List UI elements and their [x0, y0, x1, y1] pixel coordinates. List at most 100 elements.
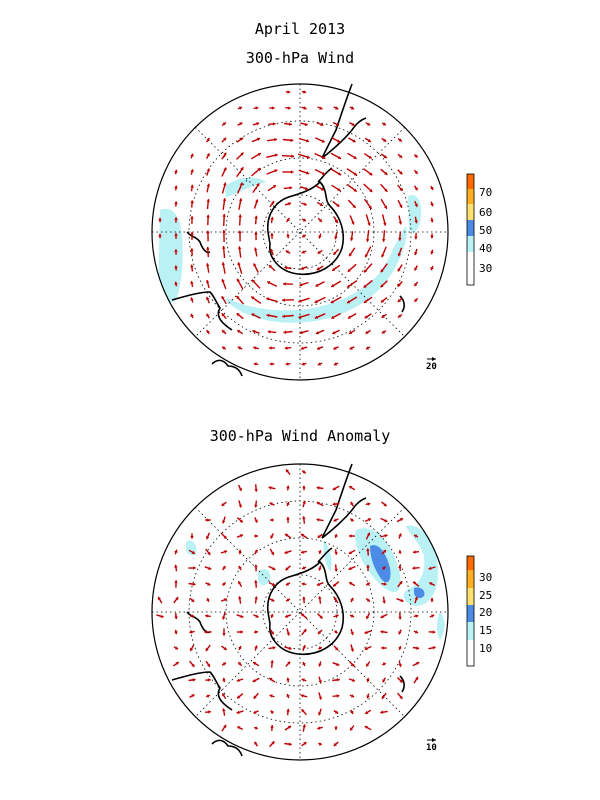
wind-vector-head: [286, 598, 290, 602]
wind-vector-head: [336, 678, 340, 682]
panel-1-colorbar-bin: [467, 220, 474, 236]
wind-vector-head: [193, 566, 196, 570]
wind-vector-head: [238, 214, 242, 218]
wind-vector-head: [380, 269, 384, 273]
panel-1-colorbar-tick: 50: [479, 224, 492, 237]
page-title: April 2013: [254, 20, 346, 38]
wind-vector-head: [174, 233, 178, 236]
wind-vector-head: [257, 153, 261, 157]
wind-vector-head: [383, 205, 387, 209]
wind-vector-head: [319, 202, 323, 206]
wind-vector-head: [287, 106, 291, 110]
wind-vector-head: [254, 489, 258, 492]
wind-vector-head: [350, 597, 354, 601]
wind-vector-head: [205, 263, 210, 267]
wind-vector-head: [397, 283, 401, 287]
panel-1-graticule: [152, 84, 448, 380]
wind-vector-head: [236, 710, 240, 714]
wind-vector-head: [399, 171, 403, 175]
wind-vector-head: [239, 182, 243, 186]
wind-vector-head: [223, 724, 227, 729]
wind-vector-head: [352, 204, 356, 208]
wind-vector-head: [190, 200, 194, 204]
wind-vector-head: [414, 298, 418, 302]
wind-vector-head: [320, 122, 324, 127]
wind-vector-head: [400, 598, 404, 603]
wind-vector-head: [317, 346, 321, 350]
wind-vector-head: [270, 725, 274, 728]
wind-vector-head: [352, 139, 356, 143]
wind-vector-head: [353, 155, 357, 159]
wind-vector-head: [256, 183, 260, 187]
wind-vector-head: [381, 314, 385, 318]
wind-vector-head: [266, 313, 270, 318]
wind-vector-head: [350, 518, 354, 522]
wind-vector-head: [398, 237, 402, 241]
wind-vector-head: [366, 598, 370, 602]
wind-vector-head: [367, 222, 371, 226]
wind-vector-head: [272, 582, 276, 586]
wind-vector-head: [383, 503, 387, 507]
wind-vector-head: [175, 597, 179, 601]
wind-vector-head: [252, 279, 256, 283]
wind-vector-head: [298, 299, 302, 303]
panel-1-colorbar-tick: 30: [479, 262, 492, 275]
wind-vector-head: [204, 630, 208, 634]
wind-vector-head: [306, 139, 309, 143]
wind-vector-head: [317, 250, 321, 254]
wind-vector-head: [270, 217, 274, 220]
wind-vector-head: [398, 314, 402, 318]
wind-vector-head: [240, 152, 244, 156]
panel-2-reference-vector: 10: [426, 738, 437, 753]
wind-vector-head: [208, 710, 211, 714]
wind-vector-head: [208, 566, 212, 570]
wind-vector-head: [207, 663, 210, 667]
wind-vector-head: [303, 106, 307, 110]
wind-vector-head: [302, 645, 306, 649]
wind-vector-head: [254, 564, 258, 568]
wind-vector-head: [301, 613, 305, 617]
wind-vector-head: [398, 646, 402, 650]
wind-vector-head: [272, 566, 276, 571]
wind-vector-head: [335, 106, 339, 110]
wind-vector-head: [384, 534, 388, 538]
wind-vector-head: [174, 281, 178, 285]
wind-vector-head: [398, 616, 402, 620]
wind-vector-head: [318, 712, 322, 716]
panel-1-map-border: [151, 83, 449, 381]
panel-1-colorbar-bin: [467, 252, 474, 285]
wind-vector-head: [304, 186, 308, 191]
wind-vector-head: [174, 564, 178, 568]
wind-vector-head: [192, 582, 196, 586]
wind-vector-head: [270, 660, 274, 663]
wind-vector-head: [270, 535, 274, 539]
wind-vector-head: [239, 106, 243, 110]
wind-vector-head: [397, 268, 401, 272]
wind-vector-head: [190, 232, 194, 235]
wind-vector-head: [191, 663, 195, 667]
wind-vector-head: [222, 520, 226, 524]
wind-vector-head: [238, 230, 242, 234]
wind-vector-head: [299, 330, 303, 335]
wind-vector-head: [298, 315, 302, 319]
wind-vector-head: [332, 267, 336, 271]
wind-vector-head: [414, 187, 418, 191]
wind-vector-head: [336, 662, 340, 666]
wind-vector-head: [175, 662, 179, 666]
wind-vector-head: [429, 582, 433, 586]
wind-vector-head: [364, 725, 368, 729]
wind-vector-head: [353, 172, 357, 176]
wind-vector-head: [253, 362, 257, 366]
wind-vector-head: [174, 631, 178, 635]
wind-vector-head: [190, 169, 194, 173]
wind-vector-head: [207, 551, 211, 555]
wind-vector-head: [384, 171, 388, 175]
wind-vector-head: [347, 268, 351, 272]
wind-vector-head: [174, 249, 178, 252]
wind-vector-head: [300, 266, 304, 270]
wind-vector-head: [271, 741, 275, 745]
wind-vector-head: [368, 155, 372, 159]
wind-vector-head: [236, 678, 240, 682]
wind-vector-head: [398, 138, 402, 142]
wind-vector-head: [302, 724, 306, 728]
